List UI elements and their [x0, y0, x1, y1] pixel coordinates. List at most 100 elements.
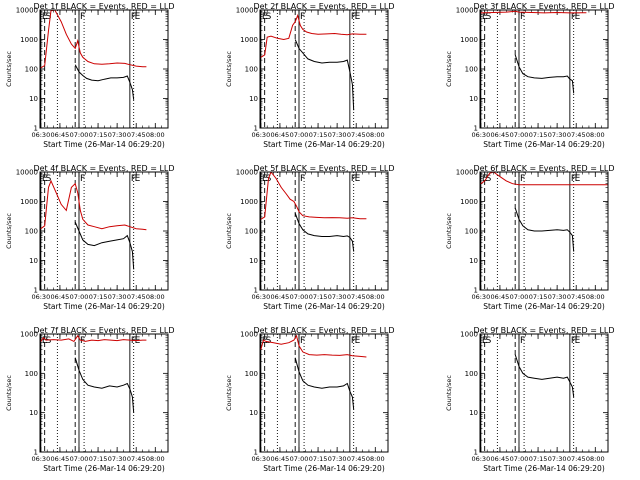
y-tick-label: 1000: [20, 36, 38, 44]
chart-title: Det 8f BLACK = Events, RED = LLD: [253, 326, 394, 335]
plot-frame: [39, 9, 169, 129]
panel-4: Det 4f BLACK = Events, RED = LLD Counts/s…: [5, 164, 175, 311]
y-tick-label: 1: [34, 449, 38, 457]
panel-3: Det 3f BLACK = Events, RED = LLD Counts/s…: [445, 2, 615, 149]
panel-2: Det 2f BLACK = Events, RED = LLD Counts/s…: [225, 2, 395, 149]
x-tick-label: 07:30: [328, 293, 347, 301]
x-tick-label: 07:45: [347, 455, 366, 463]
series-red-line: [260, 172, 367, 220]
chart-title: Det 7f BLACK = Events, RED = LLD: [33, 326, 174, 335]
y-tick-label: 1: [254, 449, 258, 457]
x-tick-label: 07:15: [529, 131, 548, 139]
x-axis-label: Start Time (26-Mar-14 06:29:20): [43, 464, 165, 473]
series-red-line: [40, 179, 147, 231]
event-marker-label: F: [520, 336, 525, 346]
series-red-line: [480, 172, 608, 186]
event-marker-label: E: [575, 12, 581, 22]
x-tick-label: 07:00: [510, 455, 529, 463]
series-red-line: [260, 13, 367, 58]
x-axis-label: Start Time (26-Mar-14 06:29:20): [263, 464, 385, 473]
y-tick-label: 1: [254, 287, 258, 295]
y-tick-label: 10: [29, 257, 38, 265]
series-black-line: [514, 354, 575, 398]
x-tick-label: 08:00: [366, 131, 385, 139]
x-tick-label: 07:45: [347, 293, 366, 301]
x-tick-label: 07:00: [290, 293, 309, 301]
y-tick-label: 1000: [20, 198, 38, 206]
x-tick-label: 07:15: [529, 455, 548, 463]
x-tick-label: 07:15: [89, 293, 108, 301]
panel-1: Det 1f BLACK = Events, RED = LLD Counts/s…: [5, 2, 175, 149]
x-axis-label: Start Time (26-Mar-14 06:29:20): [483, 140, 605, 149]
event-marker-label: S: [266, 12, 272, 22]
series-black-line: [294, 39, 355, 111]
y-tick-label: 1: [474, 449, 478, 457]
x-axis-label: Start Time (26-Mar-14 06:29:20): [43, 302, 165, 311]
event-marker-label: E: [482, 174, 488, 184]
y-axis-label: Counts/sec: [225, 213, 233, 249]
x-tick-label: 08:00: [586, 293, 605, 301]
y-tick-label: 100: [245, 228, 258, 236]
series-red-line: [260, 334, 367, 358]
x-tick-label: 07:30: [108, 293, 127, 301]
x-tick-label: 06:30: [251, 293, 270, 301]
x-tick-label: 07:00: [510, 131, 529, 139]
x-tick-label: 06:30: [31, 455, 50, 463]
event-marker-label: E: [355, 336, 361, 346]
x-tick-label: 07:45: [127, 131, 146, 139]
y-axis-label: Counts/sec: [445, 51, 453, 87]
y-tick-label: 1: [34, 287, 38, 295]
panel-8: Det 8f BLACK = Events, RED = LLD Counts/s…: [225, 326, 395, 473]
x-tick-label: 07:45: [567, 131, 586, 139]
x-tick-label: 07:00: [290, 455, 309, 463]
event-marker-label: E: [42, 12, 48, 22]
chart-title: Det 6f BLACK = Events, RED = LLD: [473, 164, 614, 173]
panel-5: Det 5f BLACK = Events, RED = LLD Counts/s…: [225, 164, 395, 311]
y-tick-label: 100: [25, 66, 38, 74]
y-tick-label: 10000: [456, 169, 478, 177]
plot-frame: [259, 333, 389, 453]
x-axis-label: Start Time (26-Mar-14 06:29:20): [263, 140, 385, 149]
y-axis-label: Counts/sec: [225, 375, 233, 411]
event-marker-label: F: [520, 12, 525, 22]
chart-title: Det 2f BLACK = Events, RED = LLD: [253, 2, 394, 11]
event-marker-label: F: [80, 12, 85, 22]
y-tick-label: 1000: [460, 36, 478, 44]
x-tick-label: 07:45: [127, 455, 146, 463]
x-tick-label: 08:00: [366, 293, 385, 301]
x-tick-label: 07:30: [548, 131, 567, 139]
y-axis-label: Counts/sec: [445, 375, 453, 411]
x-tick-label: 06:45: [491, 131, 510, 139]
event-marker-label: E: [262, 174, 268, 184]
y-tick-label: 100: [465, 228, 478, 236]
x-tick-label: 07:45: [567, 293, 586, 301]
y-axis-label: Counts/sec: [5, 51, 13, 87]
x-tick-label: 07:00: [70, 131, 89, 139]
y-tick-label: 1000: [460, 198, 478, 206]
x-axis-label: Start Time (26-Mar-14 06:29:20): [483, 464, 605, 473]
event-marker-label: F: [520, 174, 525, 184]
plot-frame: [479, 333, 609, 453]
series-black-line: [294, 213, 355, 252]
x-tick-label: 07:15: [89, 131, 108, 139]
panel-7: Det 7f BLACK = Events, RED = LLD Counts/s…: [5, 326, 175, 473]
y-tick-label: 10: [469, 257, 478, 265]
y-tick-label: 10000: [236, 7, 258, 15]
x-tick-label: 07:15: [309, 293, 328, 301]
x-tick-label: 06:45: [271, 293, 290, 301]
y-tick-label: 100: [25, 228, 38, 236]
series-black-line: [514, 207, 575, 252]
event-marker-label: F: [300, 336, 305, 346]
y-tick-label: 10: [249, 257, 258, 265]
y-tick-label: 10: [29, 95, 38, 103]
y-tick-label: 1000: [240, 331, 258, 339]
y-tick-label: 1000: [240, 198, 258, 206]
y-tick-label: 10: [249, 95, 258, 103]
event-marker-label: E: [482, 12, 488, 22]
event-marker-label: E: [135, 336, 141, 346]
y-tick-label: 10: [469, 95, 478, 103]
x-axis-label: Start Time (26-Mar-14 06:29:20): [263, 302, 385, 311]
x-tick-label: 06:30: [31, 293, 50, 301]
event-marker-label: S: [486, 336, 492, 346]
